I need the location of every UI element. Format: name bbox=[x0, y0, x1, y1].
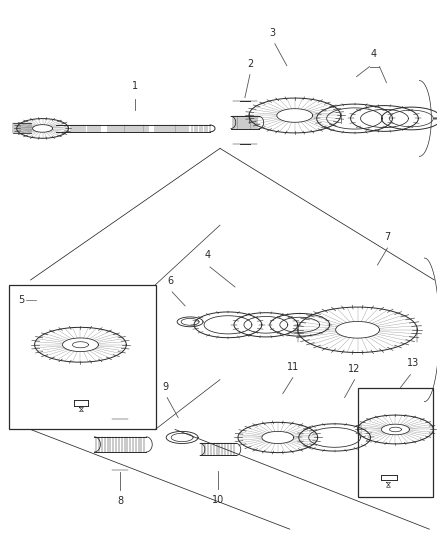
Text: 4: 4 bbox=[205, 250, 211, 260]
Bar bbox=[357, 387, 433, 497]
Text: 9: 9 bbox=[162, 382, 168, 392]
Bar bbox=[9, 285, 156, 430]
Text: 12: 12 bbox=[348, 364, 361, 374]
Text: 1: 1 bbox=[132, 80, 138, 91]
Text: 4: 4 bbox=[371, 49, 377, 59]
Text: 10: 10 bbox=[212, 495, 224, 505]
Text: 11: 11 bbox=[286, 362, 299, 372]
Text: 3: 3 bbox=[270, 28, 276, 38]
Text: 5: 5 bbox=[19, 295, 25, 305]
Text: 8: 8 bbox=[117, 496, 124, 506]
Text: 2: 2 bbox=[247, 59, 253, 69]
Text: 13: 13 bbox=[407, 358, 420, 368]
Text: 6: 6 bbox=[167, 276, 173, 286]
Text: 7: 7 bbox=[384, 232, 391, 242]
